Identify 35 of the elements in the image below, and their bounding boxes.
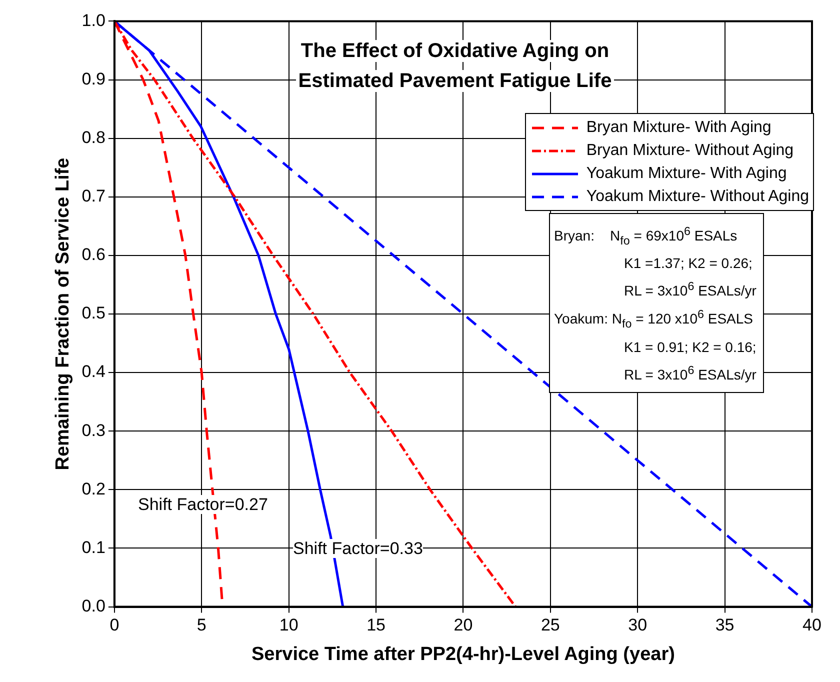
annotation: Yoakum: N$_{fo}$ = 120 x10$^{6}$ ESALS bbox=[554, 307, 754, 333]
x-axis-title: Service Time after PP2(4-hr)-Level Aging (year) bbox=[251, 644, 675, 665]
x-tick-label: 15 bbox=[366, 616, 386, 635]
annotation: RL = 3x10$^{6}$ ESALs/yr bbox=[623, 279, 758, 302]
y-tick-label: 0.7 bbox=[82, 186, 106, 206]
annotation: RL = 3x10$^{6}$ ESALs/yr bbox=[623, 362, 758, 384]
x-tick-label: 10 bbox=[279, 616, 298, 635]
y-tick-label: 0.9 bbox=[82, 69, 106, 88]
x-tick-label: 35 bbox=[715, 616, 734, 635]
y-tick-label: 0.2 bbox=[82, 479, 106, 498]
x-tick-label: 30 bbox=[628, 616, 648, 635]
annotation: K1 =1.37; K2 = 0.26; bbox=[623, 254, 754, 274]
legend-label: Yoakum Mixture- With Aging bbox=[586, 164, 787, 182]
x-tick-label: 5 bbox=[196, 616, 206, 635]
y-tick-label: 1.0 bbox=[82, 10, 106, 30]
x-tick-label: 0 bbox=[110, 616, 120, 635]
legend-label: Yoakum Mixture- Without Aging bbox=[586, 188, 809, 206]
legend-label: Bryan Mixture- With Aging bbox=[586, 118, 772, 136]
annotation: K1 = 0.91; K2 = 0.16; bbox=[623, 338, 758, 357]
legend-label: Bryan Mixture- Without Aging bbox=[586, 142, 794, 160]
x-tick-label: 40 bbox=[802, 616, 822, 635]
y-tick-label: 0.0 bbox=[82, 596, 106, 616]
annotation: Shift Factor=0.27 bbox=[138, 495, 268, 514]
x-tick-label: 25 bbox=[540, 616, 560, 635]
y-tick-label: 0.8 bbox=[82, 128, 106, 148]
y-tick-label: 0.6 bbox=[82, 245, 106, 264]
y-tick-label: 0.4 bbox=[82, 362, 106, 382]
y-tick-label: 0.5 bbox=[82, 304, 106, 323]
annotation: Shift Factor=0.33 bbox=[293, 539, 423, 558]
y-tick-label: 0.1 bbox=[82, 538, 106, 557]
y-tick-label: 0.3 bbox=[82, 420, 106, 440]
text: The Effect of Oxidative Aging on Estimated Pavement Fatigue Life bbox=[297, 40, 613, 92]
y-axis-title: Remaining Fraction of Service Life bbox=[52, 158, 74, 470]
annotation: Bryan: N$_{fo}$ = 69x10$^{6}$ ESALs bbox=[554, 224, 738, 250]
x-tick-label: 20 bbox=[454, 616, 473, 635]
